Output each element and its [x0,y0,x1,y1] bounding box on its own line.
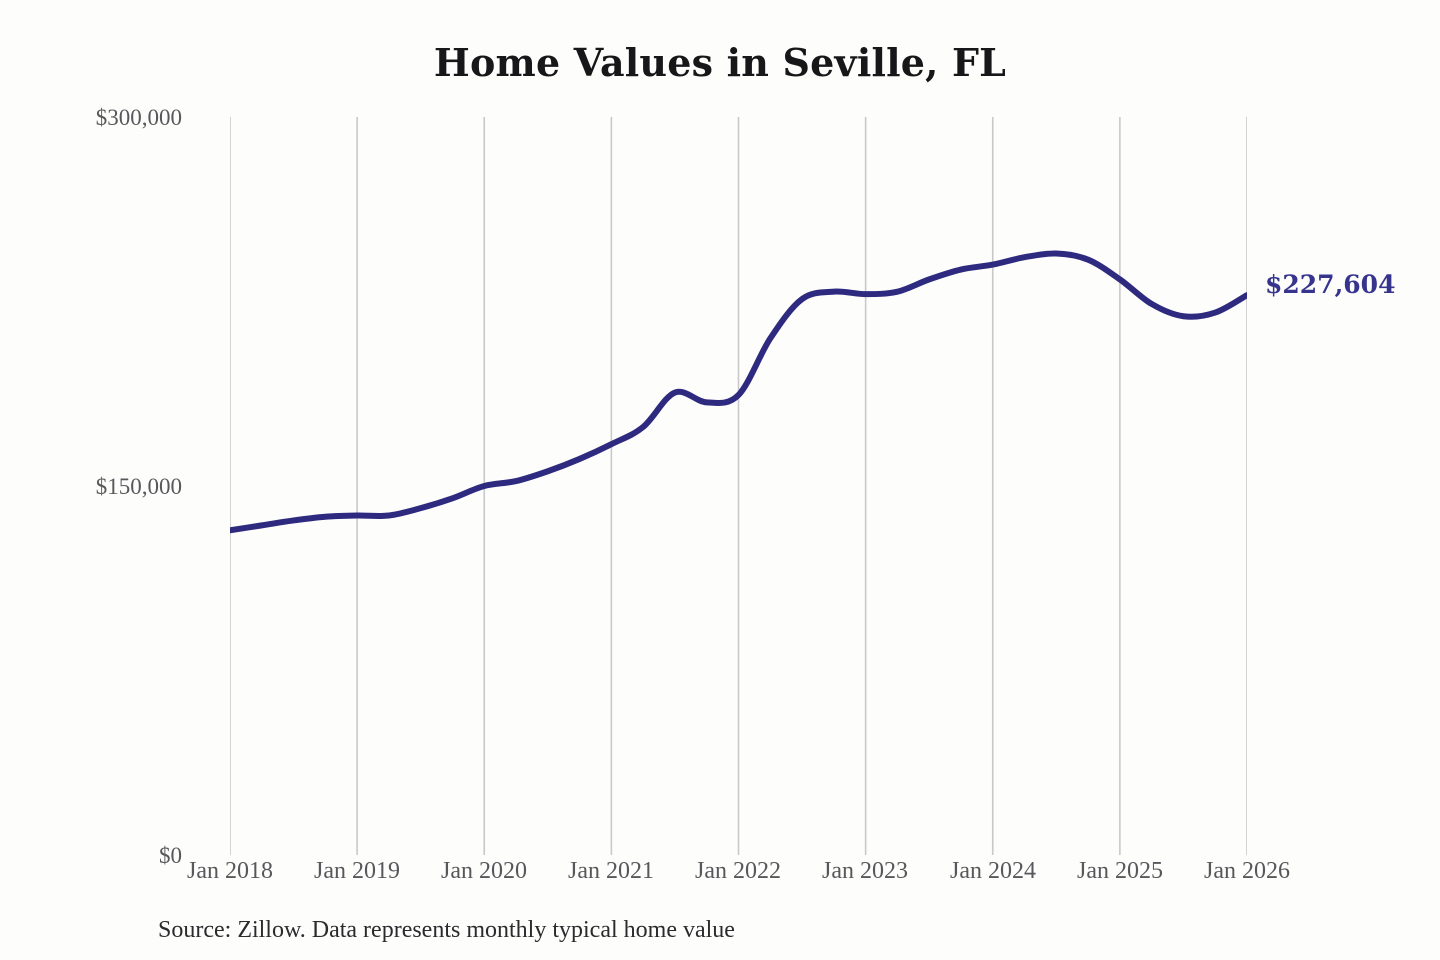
source-note: Source: Zillow. Data represents monthly … [158,917,735,943]
plot-area [230,117,1247,855]
x-axis-tick-jan-2024: Jan 2024 [950,858,1036,884]
chart-title: Home Values in Seville, FL [433,40,1007,85]
x-axis-tick-jan-2022: Jan 2022 [695,858,781,884]
x-axis-tick-jan-2018: Jan 2018 [187,858,273,884]
y-axis-tick-0: $0 [159,843,182,868]
x-axis-tick-jan-2019: Jan 2019 [314,858,400,884]
x-axis-tick-jan-2020: Jan 2020 [441,858,527,884]
end-value-annotation: $227,604 [1265,270,1396,299]
line-chart-svg [230,117,1247,855]
gridlines [230,117,1247,855]
y-axis-tick-150000: $150,000 [95,474,182,499]
y-axis-tick-300000: $300,000 [95,105,182,130]
x-axis-tick-jan-2021: Jan 2021 [568,858,654,884]
x-axis-tick-jan-2026: Jan 2026 [1204,858,1290,884]
x-axis-tick-jan-2025: Jan 2025 [1077,858,1163,884]
data-series-line [230,250,1247,534]
x-axis-tick-jan-2023: Jan 2023 [822,858,908,884]
